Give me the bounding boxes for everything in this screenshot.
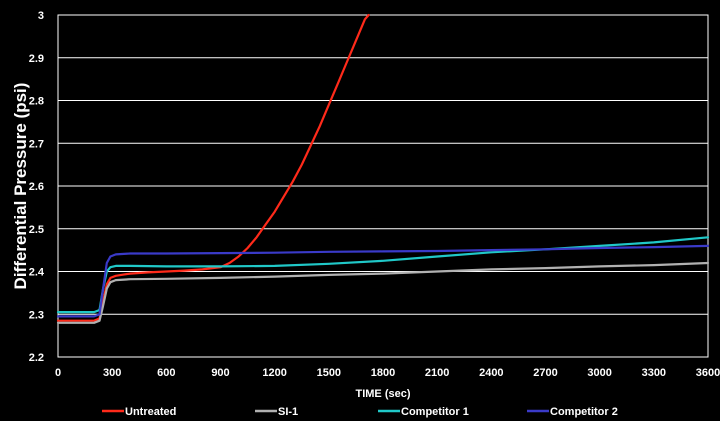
y-tick-label: 2.7 — [29, 138, 44, 150]
y-tick-label: 2.2 — [29, 352, 44, 364]
x-tick-label: 2100 — [425, 367, 449, 379]
series-line-untreated — [56, 13, 370, 322]
legend-item: SI-1 — [255, 406, 298, 418]
series-line-si-1 — [56, 261, 710, 324]
plot-area-frame — [57, 14, 709, 358]
legend-label: SI-1 — [278, 406, 298, 418]
x-tick-label: 1500 — [317, 367, 341, 379]
y-tick-label: 2.5 — [29, 224, 44, 236]
x-tick-label: 600 — [157, 367, 175, 379]
y-tick-label: 3 — [38, 10, 44, 22]
legend-item: Competitor 2 — [527, 406, 618, 418]
x-tick-label: 3300 — [642, 367, 666, 379]
x-tick-label: 2700 — [533, 367, 557, 379]
legend-item: Untreated — [102, 406, 176, 418]
x-tick-label: 300 — [103, 367, 121, 379]
x-tick-label: 0 — [55, 367, 61, 379]
y-tick-label: 2.6 — [29, 181, 44, 193]
legend-label: Untreated — [125, 406, 176, 418]
x-axis-title: TIME (sec) — [355, 388, 410, 400]
x-axis-ticks: 0 300 600 900 1200 1500 1800 2100 2400 2700 3000 33… — [55, 367, 720, 379]
y-tick-label: 2.8 — [29, 96, 44, 108]
x-tick-label: 1800 — [371, 367, 395, 379]
y-tick-label: 2.4 — [29, 267, 45, 279]
y-tick-label: 2.9 — [29, 53, 44, 65]
series-lines — [56, 13, 710, 324]
legend-label: Competitor 1 — [401, 406, 469, 418]
x-tick-label: 900 — [211, 367, 229, 379]
legend: Untreated SI-1 Competitor 1 Competitor 2 — [102, 406, 618, 418]
x-tick-label: 1200 — [262, 367, 286, 379]
legend-item: Competitor 1 — [378, 406, 469, 418]
series-line-competitor-2 — [56, 244, 710, 318]
x-tick-label: 2400 — [479, 367, 503, 379]
y-axis-title: Differential Pressure (psi) — [11, 83, 30, 290]
x-tick-label: 3000 — [587, 367, 611, 379]
legend-label: Competitor 2 — [550, 406, 618, 418]
y-axis-ticks: 2.2 2.3 2.4 2.5 2.6 2.7 2.8 2.9 3 — [29, 10, 45, 364]
y-tick-label: 2.3 — [29, 309, 44, 321]
x-tick-label: 3600 — [696, 367, 720, 379]
